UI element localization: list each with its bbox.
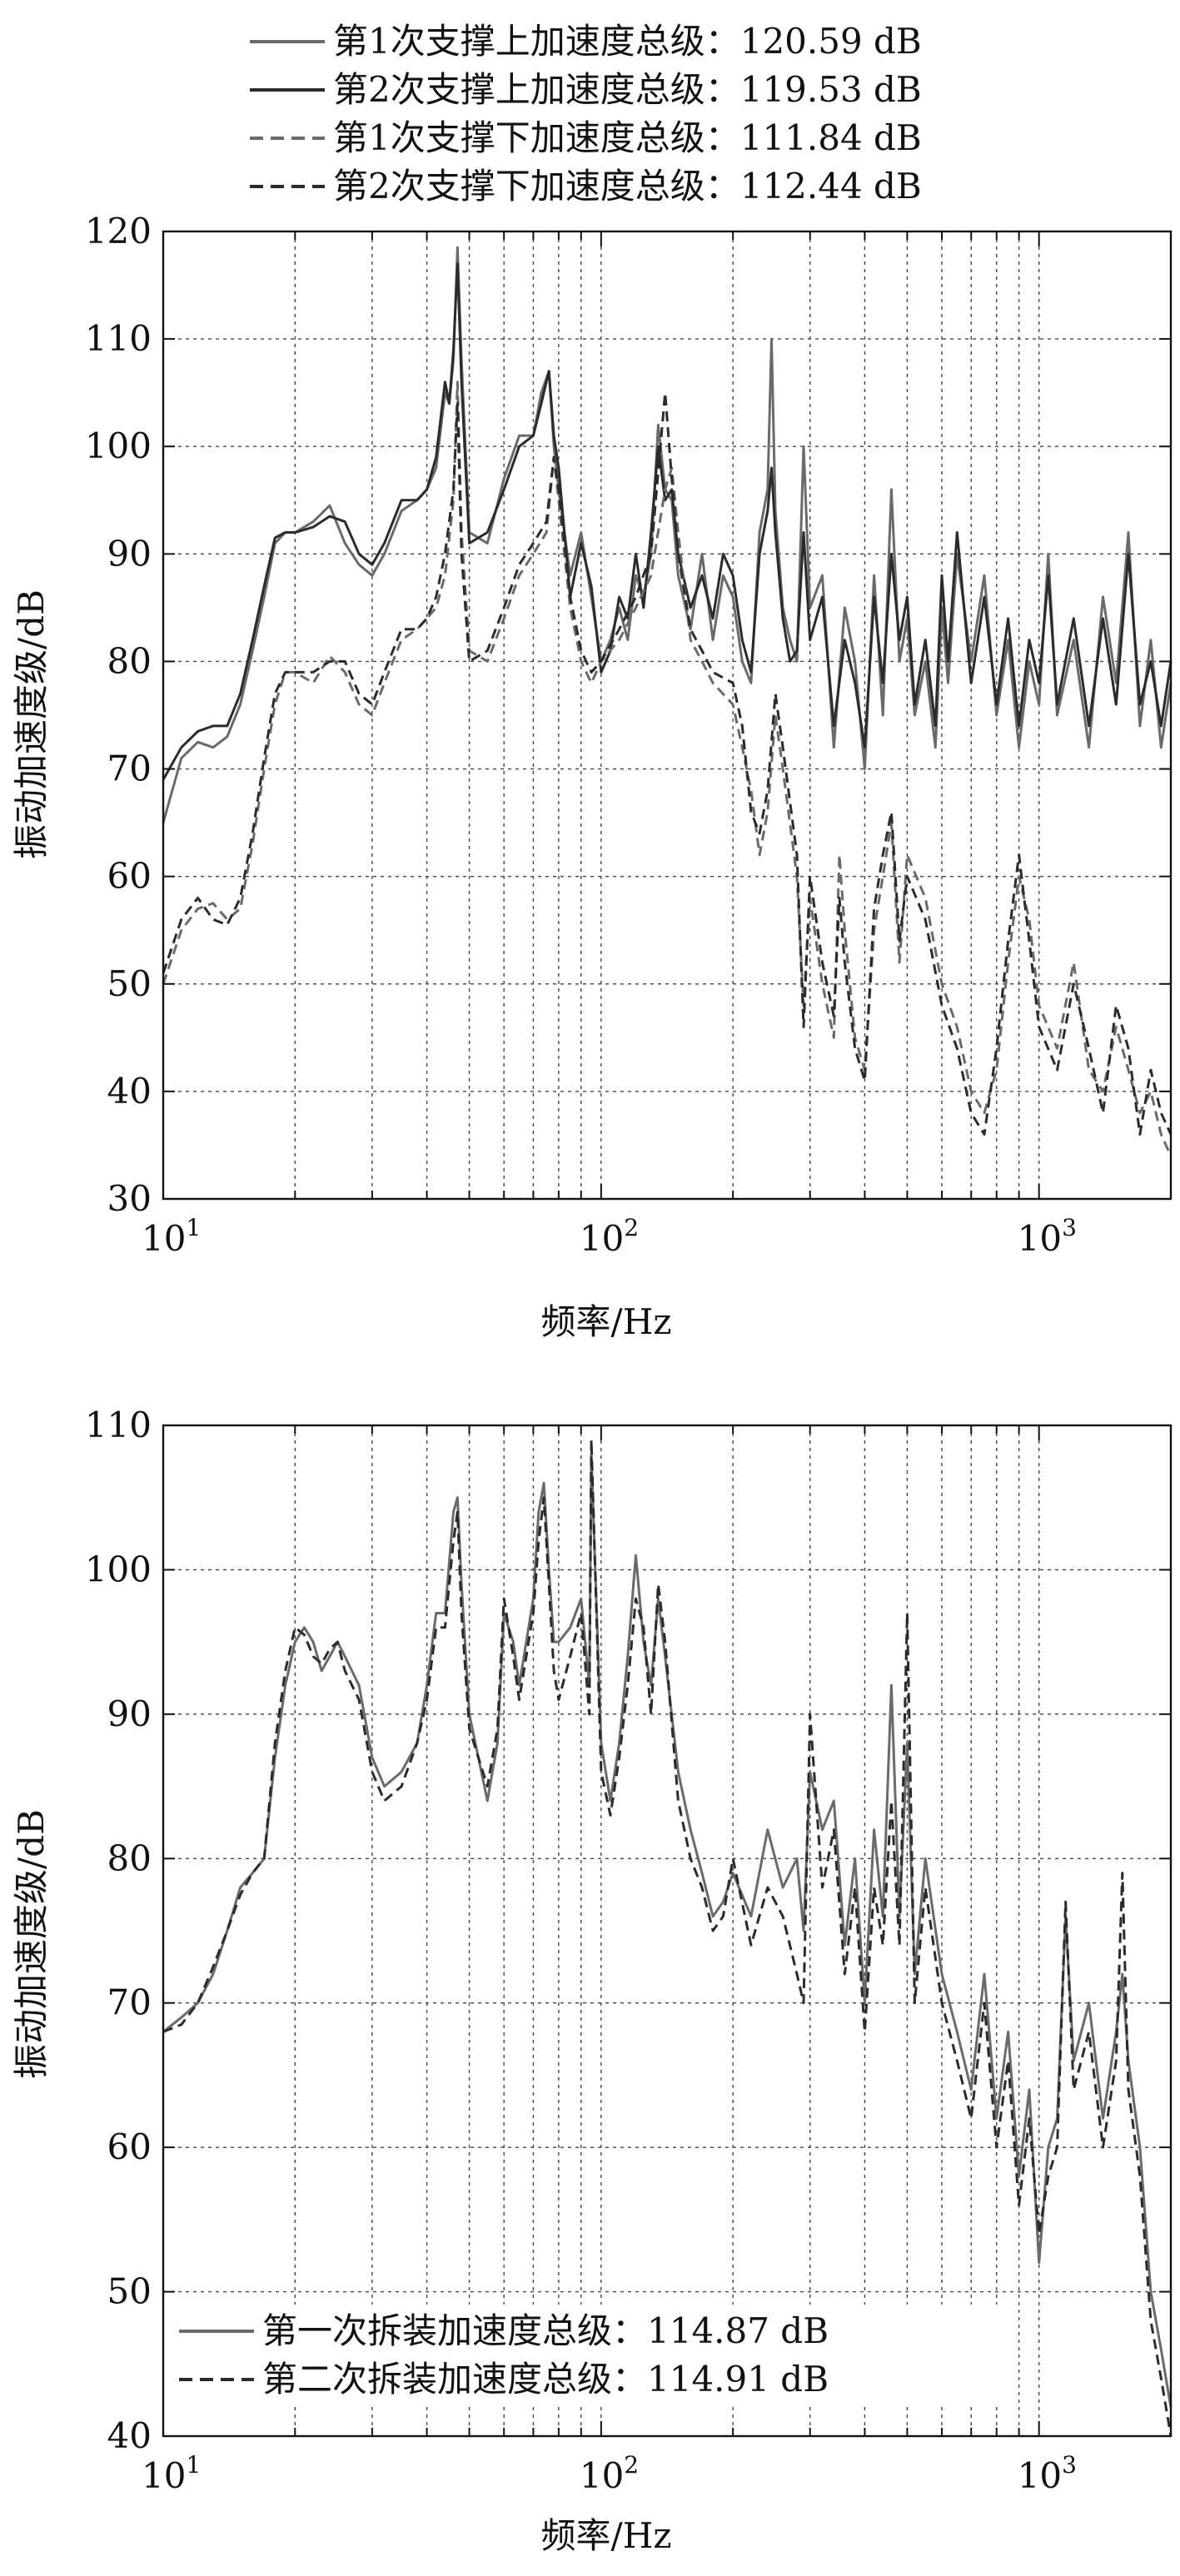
legend-entry-series-1: 第1次支撑上加速度总级：120.59 dB	[250, 21, 922, 62]
chart1-x-axis-title: 频率/Hz	[541, 1301, 672, 1342]
chart2-y-axis-title: 振动加速度级/dB	[11, 1809, 52, 2079]
chart1-grid	[163, 231, 1171, 1199]
chart2-grid	[163, 1425, 1171, 2436]
chart-support-acceleration: 30 40 50 60 70 80 90 100 110 120 101 102…	[11, 211, 1173, 1342]
series-line-2	[162, 1438, 1173, 2437]
series-line-1	[162, 246, 1173, 823]
chart-reassembly-acceleration: 40 50 60 70 80 90 100 110 101 102 103 频率…	[11, 1405, 1173, 2556]
chart2-y-tick-label: 40	[107, 2415, 152, 2456]
chart2-x-axis-title: 频率/Hz	[541, 2515, 672, 2556]
chart1-y-tick-labels: 30 40 50 60 70 80 90 100 110 120	[85, 211, 152, 1219]
chart2-x-tick-labels: 101 102 103	[142, 2451, 1077, 2496]
bottom-legend: 第一次拆装加速度总级：114.87 dB 第二次拆装加速度总级：114.91 d…	[167, 2305, 999, 2404]
legend-entry-series-a: 第一次拆装加速度总级：114.87 dB	[179, 2310, 829, 2351]
chart1-y-tick-label: 120	[85, 211, 152, 251]
chart1-y-tick-label: 50	[107, 963, 152, 1004]
chart2-tick-marks	[163, 1425, 1171, 2437]
chart1-x-tick-label: 101	[142, 1214, 201, 1259]
chart1-x-tick-label: 103	[1018, 1214, 1077, 1259]
chart2-plot-frame	[162, 1424, 1173, 2438]
series-line-4	[162, 391, 1173, 1136]
chart1-y-tick-label: 40	[107, 1071, 152, 1111]
legend-entry-series-b: 第二次拆装加速度总级：114.91 dB	[179, 2359, 829, 2399]
chart1-y-tick-label: 110	[85, 318, 152, 359]
chart2-y-tick-label: 90	[107, 1693, 152, 1734]
chart2-y-tick-labels: 40 50 60 70 80 90 100 110	[85, 1405, 152, 2456]
legend-label-series-b: 第二次拆装加速度总级：114.91 dB	[262, 2359, 829, 2399]
legend-label-series-2: 第2次支撑上加速度总级：119.53 dB	[333, 69, 922, 110]
chart2-series-lines	[162, 1438, 1173, 2437]
chart1-plot-frame	[162, 230, 1173, 1201]
series-line-1	[162, 1453, 1173, 2408]
chart1-series-lines	[162, 246, 1173, 1157]
chart2-y-tick-label: 50	[107, 2271, 152, 2312]
chart2-x-tick-label: 101	[142, 2451, 201, 2496]
chart2-y-tick-label: 60	[107, 2126, 152, 2167]
chart1-y-tick-label: 80	[107, 640, 152, 681]
legend-label-series-4: 第2次支撑下加速度总级：112.44 dB	[333, 166, 922, 206]
legend-label-series-1: 第1次支撑上加速度总级：120.59 dB	[333, 21, 922, 62]
chart1-x-tick-labels: 101 102 103	[142, 1214, 1077, 1259]
legend-label-series-a: 第一次拆装加速度总级：114.87 dB	[262, 2310, 829, 2351]
chart2-x-tick-label: 103	[1018, 2451, 1077, 2496]
chart2-y-tick-label: 80	[107, 1838, 152, 1878]
chart2-y-tick-label: 110	[85, 1405, 152, 1445]
chart1-y-tick-label: 60	[107, 856, 152, 897]
chart1-x-tick-label: 102	[580, 1214, 639, 1259]
chart1-y-tick-label: 100	[85, 425, 152, 466]
legend-entry-series-3: 第1次支撑下加速度总级：111.84 dB	[250, 117, 922, 158]
chart2-y-tick-label: 100	[85, 1549, 152, 1589]
legend-entry-series-4: 第2次支撑下加速度总级：112.44 dB	[250, 166, 922, 206]
chart1-y-tick-label: 30	[107, 1178, 152, 1219]
legend-label-series-3: 第1次支撑下加速度总级：111.84 dB	[333, 117, 922, 158]
legend-entry-series-2: 第2次支撑上加速度总级：119.53 dB	[250, 69, 922, 110]
chart2-x-tick-label: 102	[580, 2451, 639, 2496]
series-line-2	[162, 262, 1173, 781]
chart2-y-tick-label: 70	[107, 1982, 152, 2023]
chart1-y-tick-label: 90	[107, 533, 152, 574]
chart1-y-axis-title: 振动加速度级/dB	[11, 589, 52, 859]
bottom-legend-background	[167, 2305, 999, 2404]
chart1-y-tick-label: 70	[107, 748, 152, 789]
chart1-tick-marks	[163, 231, 1171, 1200]
top-legend: 第1次支撑上加速度总级：120.59 dB 第2次支撑上加速度总级：119.53…	[250, 21, 922, 206]
series-line-3	[162, 380, 1173, 1157]
